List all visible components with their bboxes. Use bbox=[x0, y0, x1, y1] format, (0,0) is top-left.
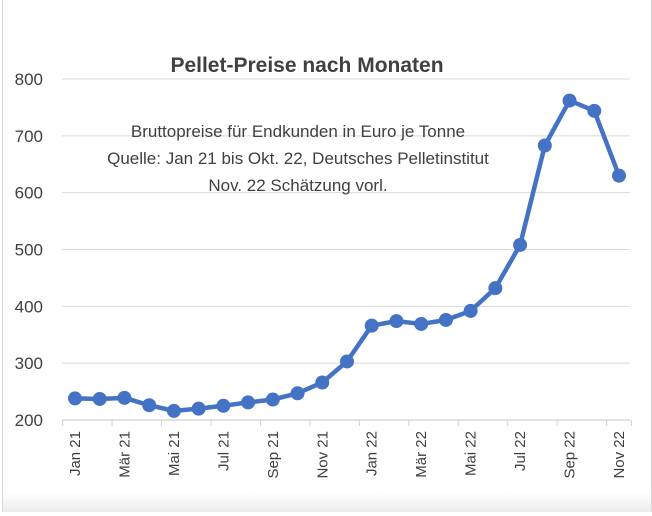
x-tick-label: Mär 21 bbox=[116, 431, 133, 478]
y-axis-ticks: 200 300 400 500 600 700 800 bbox=[15, 70, 43, 430]
x-tick-label: Mär 22 bbox=[413, 431, 430, 478]
bottom-shadow bbox=[3, 492, 651, 512]
data-point-jan-22 bbox=[364, 318, 379, 333]
y-tick-label: 800 bbox=[15, 70, 43, 89]
data-point-apr-22 bbox=[438, 312, 453, 327]
data-point-mär-22 bbox=[414, 316, 429, 331]
data-point-nov-22 bbox=[612, 168, 626, 183]
data-point-jul-21 bbox=[216, 398, 231, 413]
y-tick-label: 300 bbox=[15, 354, 43, 373]
annotation-line-2: Quelle: Jan 21 bis Okt. 22, Deutsches Pe… bbox=[107, 149, 489, 168]
data-point-jan-21 bbox=[68, 391, 82, 406]
data-point-nov-21 bbox=[315, 375, 330, 390]
data-point-aug-22 bbox=[537, 138, 552, 153]
annotation-line-3: Nov. 22 Schätzung vorl. bbox=[208, 176, 387, 195]
x-axis bbox=[62, 419, 632, 426]
y-tick-label: 700 bbox=[15, 127, 43, 146]
x-tick-label: Mai 21 bbox=[166, 431, 183, 476]
annotation-line-1: Bruttopreise für Endkunden in Euro je To… bbox=[131, 122, 465, 141]
data-point-mär-21 bbox=[117, 390, 132, 405]
data-point-mai-21 bbox=[166, 403, 181, 418]
y-tick-label: 400 bbox=[15, 297, 43, 316]
x-tick-label: Sep 21 bbox=[265, 431, 282, 479]
data-point-okt-22 bbox=[587, 103, 602, 118]
data-point-mai-22 bbox=[463, 303, 478, 318]
data-point-dez-21 bbox=[340, 354, 354, 369]
series-pelletpreis bbox=[68, 93, 626, 418]
chart-title: Pellet-Preise nach Monaten bbox=[170, 54, 443, 77]
data-point-jun-21 bbox=[191, 401, 206, 416]
x-tick-label: Jan 22 bbox=[364, 431, 381, 476]
data-point-aug-21 bbox=[241, 395, 256, 410]
y-tick-label: 200 bbox=[15, 411, 43, 430]
data-point-apr-21 bbox=[142, 398, 157, 413]
data-point-okt-21 bbox=[290, 386, 305, 401]
x-tick-label: Sep 22 bbox=[562, 431, 579, 479]
x-tick-label: Nov 21 bbox=[314, 431, 331, 479]
x-tick-label: Nov 22 bbox=[611, 431, 628, 479]
annotation-text: Bruttopreise für Endkunden in Euro je To… bbox=[107, 122, 489, 195]
data-point-feb-22 bbox=[389, 314, 404, 329]
x-tick-label: Jul 22 bbox=[512, 431, 529, 471]
x-axis-ticks: Jan 21 Mär 21 Mai 21 Jul 21 Sep 21 Nov 21 Jan … bbox=[67, 431, 628, 479]
data-point-jul-22 bbox=[513, 237, 528, 252]
y-tick-label: 600 bbox=[15, 184, 43, 203]
x-tick-label: Jul 21 bbox=[215, 431, 232, 471]
data-point-jun-22 bbox=[488, 281, 503, 296]
x-tick-label: Mai 22 bbox=[463, 431, 480, 476]
x-tick-label: Jan 21 bbox=[67, 431, 84, 476]
data-point-sep-21 bbox=[265, 392, 280, 407]
y-tick-label: 500 bbox=[15, 241, 43, 260]
data-point-feb-21 bbox=[92, 391, 107, 406]
data-point-sep-22 bbox=[562, 93, 577, 108]
